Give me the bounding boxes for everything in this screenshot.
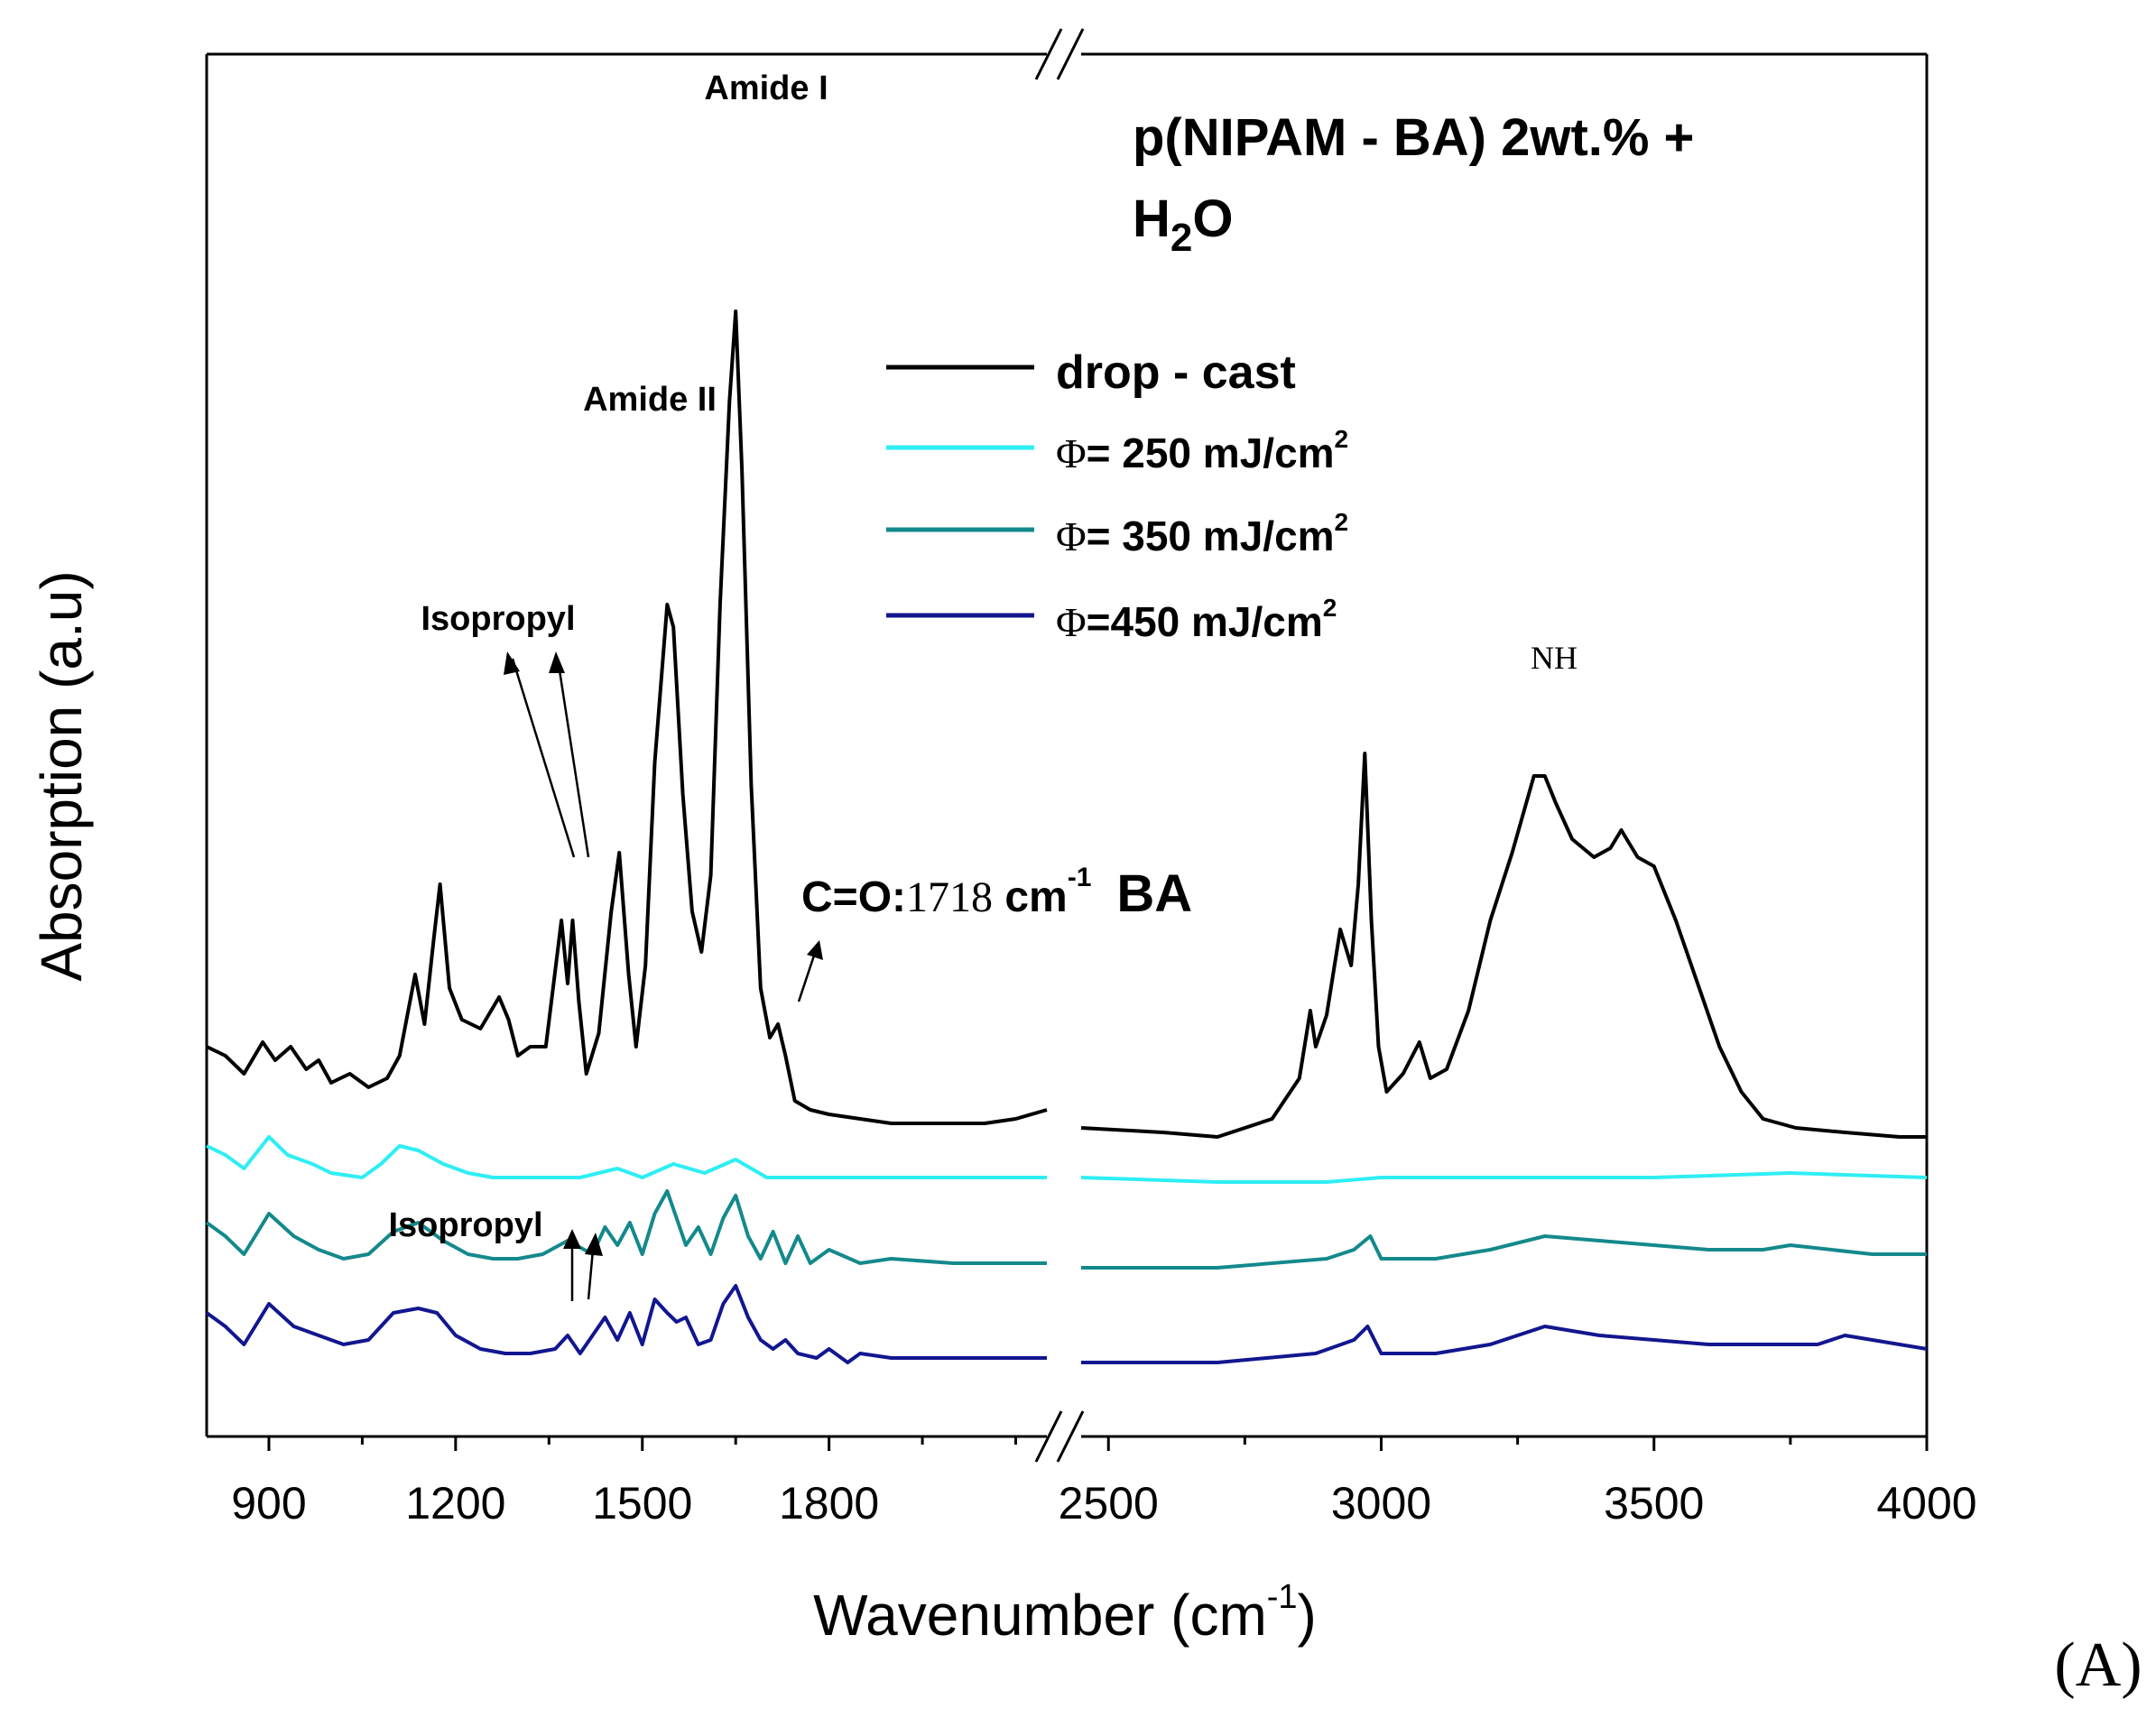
arrowhead-isopropyl-2 <box>549 651 565 673</box>
legend-label-350: Φ= 350 mJ/cm2 <box>1056 508 1348 559</box>
annotation-amide-ii: Amide II <box>583 381 717 419</box>
series-line-2-segment-1 <box>1081 1234 1927 1270</box>
annotation-co-unit: cm <box>993 873 1068 921</box>
x-axis-label-text: Wavenumber (cm <box>813 1583 1267 1648</box>
title-o: O <box>1192 189 1233 248</box>
tick-label: 3000 <box>1331 1478 1431 1529</box>
y-axis-label: Absorption (a.u) <box>29 570 94 981</box>
arrow-heads <box>504 651 823 1256</box>
axis-break-top-1 <box>1034 28 1063 80</box>
tick-label: 1200 <box>405 1478 505 1529</box>
tick-label: 1500 <box>592 1478 692 1529</box>
chart-title-line2: H2O <box>1133 189 1234 260</box>
arrowhead-isopropyl-1 <box>504 651 520 675</box>
legend-sup-250: 2 <box>1335 425 1349 453</box>
axis-break-top-2 <box>1056 28 1085 80</box>
arrowhead-isopropyl-3 <box>563 1229 581 1249</box>
legend-phi-250: Φ <box>1056 430 1087 476</box>
title-h: H <box>1133 189 1171 248</box>
annotation-co-sup: -1 <box>1068 863 1092 892</box>
series-layer <box>205 309 1928 1364</box>
plot-frame <box>205 52 1929 1438</box>
annotation-arrows <box>511 658 819 1301</box>
chart-title-line1: p(NIPAM - BA) 2wt.% + <box>1133 108 1694 167</box>
annotation-co-label: C=O: <box>801 873 906 921</box>
series-line-1-segment-0 <box>206 1135 1047 1179</box>
tick-label: 3500 <box>1604 1478 1704 1529</box>
annotations: Amide I Amide II Isopropyl Isopropyl NH … <box>388 69 1578 1301</box>
annotation-isopropyl-top: Isopropyl <box>421 600 575 638</box>
arrowhead-co <box>807 940 823 960</box>
legend-sup-450: 2 <box>1323 594 1337 622</box>
annotation-co: C=O:1718 cm-1 BA <box>801 863 1192 923</box>
series-line-0-segment-1 <box>1080 752 1927 1139</box>
legend-label-450: Φ=450 mJ/cm2 <box>1056 594 1337 645</box>
series-line-1-segment-1 <box>1080 1171 1928 1184</box>
tick-label: 4000 <box>1876 1478 1976 1529</box>
annotation-isopropyl-bottom: Isopropyl <box>388 1206 542 1244</box>
legend-label-250: Φ= 250 mJ/cm2 <box>1056 425 1348 476</box>
legend-phi-450: Φ <box>1056 599 1087 645</box>
x-axis-label-sup: -1 <box>1267 1578 1298 1616</box>
legend-text-450: =450 mJ/cm <box>1087 598 1323 645</box>
axis-break-bottom-2 <box>1056 1410 1085 1463</box>
annotation-co-ba: BA <box>1116 864 1192 923</box>
x-axis-label: Wavenumber (cm-1) <box>813 1578 1317 1648</box>
arrowhead-isopropyl-4 <box>585 1233 603 1256</box>
series-line-0-segment-0 <box>206 309 1048 1125</box>
legend: drop - cast Φ= 250 mJ/cm2 Φ= 350 mJ/cm2 … <box>886 346 1348 645</box>
series-line-3-segment-0 <box>205 1284 1047 1364</box>
tick-label: 900 <box>231 1478 306 1529</box>
x-axis-label-close: ) <box>1298 1583 1317 1648</box>
tick-label: 2500 <box>1059 1478 1159 1529</box>
x-axis-ticks <box>267 1436 1929 1451</box>
annotation-nh: NH <box>1531 640 1578 676</box>
annotation-co-value: 1718 <box>906 873 993 921</box>
legend-phi-350: Φ <box>1056 513 1087 559</box>
tick-label: 1800 <box>779 1478 879 1529</box>
series-line-3-segment-1 <box>1081 1325 1928 1364</box>
legend-text-350: = 350 mJ/cm <box>1087 513 1335 559</box>
axis-break-marks <box>1034 28 1085 1463</box>
panel-label: (A) <box>2054 1630 2142 1700</box>
annotation-amide-i: Amide I <box>704 69 828 107</box>
legend-sup-350: 2 <box>1335 508 1349 536</box>
series-line-2-segment-0 <box>205 1189 1047 1265</box>
x-axis-tick-labels: 900 1200 1500 1800 2500 3000 3500 4000 <box>231 1478 1976 1529</box>
arrow-isopropyl-1 <box>511 658 576 858</box>
title-sub-2: 2 <box>1171 216 1192 260</box>
axis-break-bottom-1 <box>1034 1410 1063 1463</box>
legend-text-250: = 250 mJ/cm <box>1087 430 1335 476</box>
arrow-isopropyl-2 <box>556 658 590 858</box>
legend-label-drop-cast: drop - cast <box>1056 346 1296 399</box>
